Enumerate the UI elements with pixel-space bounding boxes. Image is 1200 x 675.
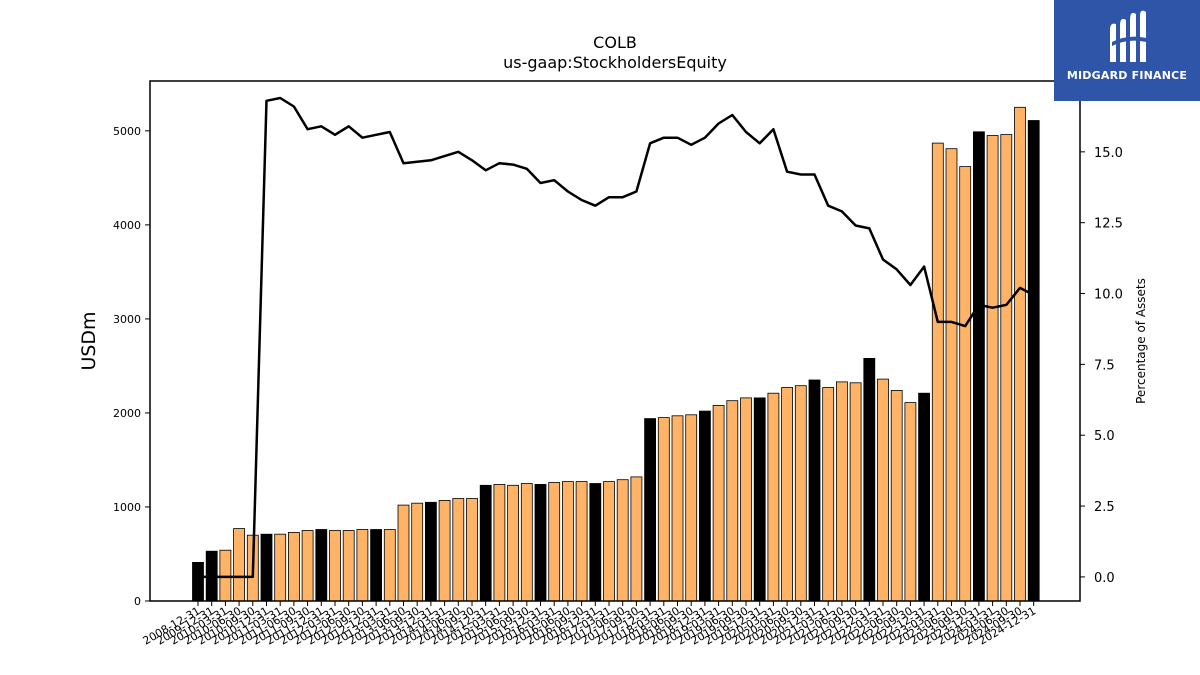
bar	[849, 382, 862, 602]
bar	[301, 530, 314, 602]
chart-title: COLB	[593, 33, 637, 52]
bar	[767, 392, 780, 602]
bar	[863, 357, 876, 602]
bar	[548, 482, 561, 602]
bar	[287, 532, 300, 602]
bar	[973, 131, 985, 602]
bar	[233, 528, 246, 602]
chart-subtitle: us-gaap:StockholdersEquity	[503, 53, 727, 72]
bar	[890, 389, 903, 602]
bar	[822, 387, 835, 602]
y-axis-label: USDm	[78, 311, 100, 370]
y2-tick-label: 5.0	[1094, 429, 1115, 444]
bar	[493, 483, 506, 602]
bar	[712, 404, 725, 602]
y2-axis-label: Percentage of Assets	[1134, 278, 1148, 404]
bar	[411, 502, 424, 602]
bar	[424, 501, 437, 602]
bar	[370, 529, 383, 602]
bar	[479, 484, 492, 602]
brand-logo: MIDGARD FINANCE	[1054, 0, 1200, 101]
bar	[260, 533, 273, 602]
bar	[1027, 120, 1040, 602]
y2-tick-label: 15.0	[1094, 146, 1123, 161]
bar	[630, 476, 643, 602]
bar	[192, 562, 204, 602]
bar	[986, 135, 999, 602]
y-axis-right: 0.0 2.5 5.0 7.5 10.0 12.5 15.0	[1080, 146, 1123, 586]
bar	[616, 479, 629, 602]
bar	[1000, 134, 1013, 602]
bar	[671, 415, 684, 602]
bar	[589, 483, 602, 602]
y-tick-label: 4000	[113, 219, 141, 232]
bar	[397, 504, 410, 602]
bar	[507, 484, 520, 602]
bar	[342, 530, 355, 602]
bar	[685, 414, 698, 602]
y-tick-label: 5000	[113, 125, 141, 138]
bar	[356, 529, 369, 602]
bar	[438, 499, 451, 602]
bar	[219, 549, 232, 602]
bar	[383, 529, 396, 602]
bar	[520, 483, 533, 602]
y2-tick-label: 7.5	[1094, 358, 1115, 373]
y2-tick-label: 12.5	[1094, 217, 1123, 232]
bar	[452, 498, 465, 602]
series-line	[198, 96, 1035, 579]
midgard-logo-icon	[1110, 10, 1146, 63]
bar	[808, 379, 821, 602]
bar	[575, 481, 588, 602]
bar	[918, 392, 930, 602]
bar	[904, 402, 917, 602]
bar	[945, 148, 958, 602]
y2-tick-label: 10.0	[1094, 288, 1123, 303]
bar	[740, 397, 752, 602]
bar	[781, 387, 793, 602]
bar	[877, 378, 889, 602]
y-tick-label: 2000	[113, 407, 141, 420]
y-axis-left: 0 1000 2000 3000 4000 5000	[113, 125, 150, 608]
bar	[699, 410, 711, 602]
brand-name: MIDGARD FINANCE	[1066, 69, 1188, 82]
bar	[534, 483, 547, 602]
plot-frame	[149, 80, 1081, 602]
y-tick-label: 3000	[113, 313, 141, 326]
y2-tick-label: 0.0	[1094, 571, 1115, 586]
bar	[562, 481, 574, 602]
bar	[836, 381, 848, 602]
bar	[959, 166, 972, 602]
bar	[1014, 106, 1026, 602]
bar	[274, 533, 287, 602]
y-tick-label: 0	[134, 595, 141, 608]
bar	[794, 385, 807, 602]
y-tick-label: 1000	[113, 501, 141, 514]
line-layer	[198, 96, 1035, 579]
bars-layer	[192, 106, 1040, 602]
bar	[726, 400, 739, 602]
bar	[603, 481, 615, 602]
bar	[315, 529, 328, 602]
bar	[931, 142, 944, 602]
bar	[644, 418, 656, 602]
bar	[753, 397, 766, 602]
y2-tick-label: 2.5	[1094, 500, 1115, 515]
bar	[466, 498, 478, 602]
bar	[657, 417, 670, 602]
bar	[329, 530, 341, 602]
x-axis: 2008-12-312009-12-312010-03-312010-06-30…	[141, 601, 1038, 648]
